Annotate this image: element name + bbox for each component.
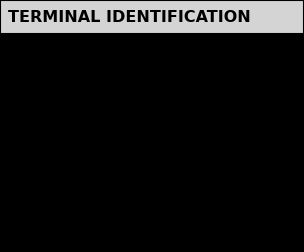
Text: TERMINAL IDENTIFICATION: TERMINAL IDENTIFICATION [8,10,250,24]
